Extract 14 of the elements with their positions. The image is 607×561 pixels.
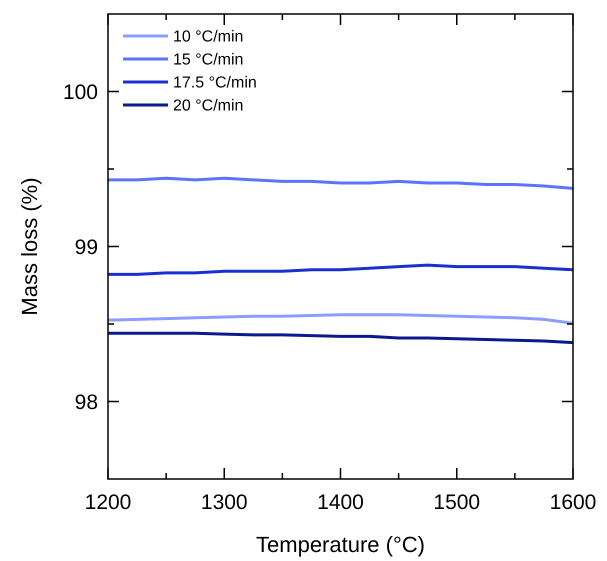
y-tick-label: 100 <box>62 80 98 104</box>
y-tick-label: 99 <box>74 236 98 259</box>
legend-label: 10 °C/min <box>173 28 244 46</box>
x-tick-label: 1600 <box>550 491 596 514</box>
x-tick-label: 1300 <box>200 491 248 514</box>
legend-label: 15 °C/min <box>173 52 244 69</box>
x-tick-label: 1200 <box>84 491 132 514</box>
x-tick-label: 1500 <box>433 491 480 514</box>
y-tick-label: 98 <box>74 390 98 414</box>
y-axis-title: Mass loss (%) <box>17 177 42 316</box>
legend-label: 17.5 °C/min <box>173 74 257 92</box>
x-axis-title: Temperature (°C) <box>256 532 425 557</box>
legend-label: 20 °C/min <box>173 98 244 115</box>
x-tick-label: 1400 <box>317 491 364 514</box>
